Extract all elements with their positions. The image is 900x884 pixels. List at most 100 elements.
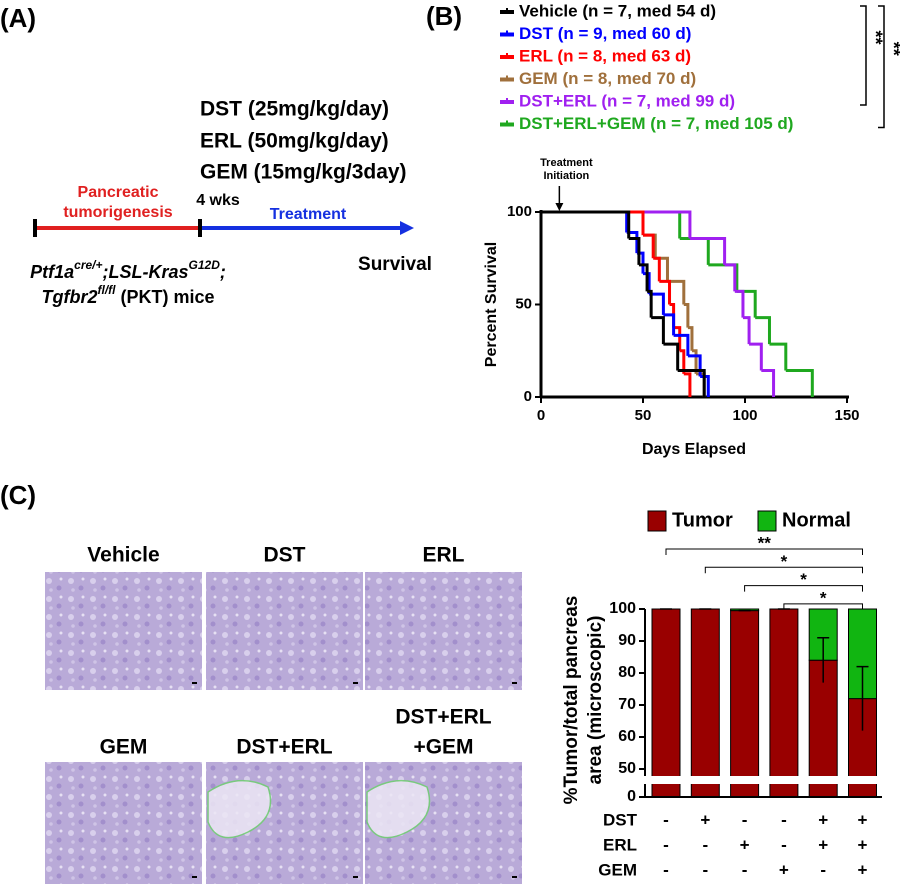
- treatment-mark: +: [818, 835, 828, 854]
- phase-label: Pancreatic: [78, 184, 159, 201]
- survival-step: [659, 279, 672, 305]
- bar-segment: [730, 610, 760, 798]
- survival-step: [687, 326, 694, 351]
- y-axis-title: area (microscopic): [585, 616, 606, 785]
- survival-step: [647, 289, 653, 318]
- significance-label: *: [820, 588, 827, 607]
- survival-step: [691, 349, 698, 374]
- y-tick-label: 100: [609, 600, 636, 617]
- treatment-mark: +: [740, 835, 750, 854]
- bar-segment: [651, 608, 681, 798]
- x-tick-label: 100: [732, 407, 757, 424]
- scale-bar: [353, 876, 358, 878]
- scale-bar: [512, 682, 517, 684]
- treatment-mark: -: [702, 835, 708, 854]
- significance-label: **: [883, 42, 900, 56]
- label-part: Ptf1a: [30, 262, 74, 282]
- scale-bar: [353, 682, 358, 684]
- significance-bracket: [744, 585, 863, 592]
- significance-bracket: [878, 5, 885, 129]
- y-tick-label: 0: [627, 788, 636, 805]
- survival-step: [663, 313, 676, 336]
- dose: GEM (15mg/kg/3day): [200, 161, 407, 184]
- survival-step: [541, 210, 629, 233]
- survival-step: [742, 316, 751, 345]
- legend-label: DST+ERL+GEM (n = 7, med 105 d): [519, 114, 793, 133]
- mouse-label: Ptf1acre/+;LSL-KrasG12D;: [30, 258, 226, 282]
- histology-image: [365, 572, 522, 690]
- bar-segment: [808, 659, 838, 798]
- phase-label: Treatment: [270, 206, 347, 223]
- legend-label: DST+ERL (n = 7, med 99 d): [519, 91, 735, 110]
- treatment-mark: -: [663, 860, 669, 879]
- normal-region: [207, 779, 272, 839]
- survival-step: [541, 210, 692, 239]
- histology-image: [45, 762, 202, 884]
- survival-step: [769, 342, 788, 371]
- survival-step: [638, 263, 649, 292]
- image-label: GEM: [100, 736, 148, 759]
- treatment-mark: -: [742, 860, 748, 879]
- y-tick-label: 50: [618, 760, 636, 777]
- legend-swatch: [647, 510, 667, 532]
- survival-step: [683, 372, 692, 397]
- x-axis-title: Days Elapsed: [642, 441, 746, 458]
- histology-image: [206, 572, 363, 690]
- annotation: Treatment: [540, 157, 593, 169]
- dose: DST (25mg/kg/day): [200, 98, 389, 121]
- treatment-mark: +: [779, 860, 789, 879]
- survival-step: [655, 256, 669, 282]
- significance-label: **: [758, 533, 772, 552]
- label-part: Tgfbr2: [41, 287, 97, 307]
- x-tick-label: 0: [537, 407, 545, 424]
- panel-label: (A): [0, 3, 36, 33]
- annotation-arrow-head: [555, 203, 564, 211]
- significance-bracket: [704, 566, 863, 574]
- error-bar: [856, 665, 869, 731]
- treatment-mark: +: [858, 810, 868, 829]
- image-label: +GEM: [413, 736, 473, 759]
- treatment-label: ERL: [603, 835, 637, 854]
- label-part: ;LSL-Kras: [103, 262, 189, 282]
- survival-step: [708, 263, 739, 292]
- legend-swatch: [757, 510, 777, 532]
- survival-step: [761, 369, 776, 397]
- outcome-label: Survival: [358, 254, 432, 275]
- legend-label: Tumor: [672, 509, 733, 531]
- phase-label: tumorigenesis: [63, 204, 172, 221]
- treatment-mark: -: [820, 860, 826, 879]
- bar-segment: [690, 608, 720, 798]
- survival-step: [679, 236, 710, 265]
- y-tick-label: 70: [618, 696, 636, 713]
- label-part: (PKT) mice: [115, 287, 214, 307]
- treatment-mark: -: [781, 810, 787, 829]
- survival-step: [649, 292, 665, 315]
- x-tick-label: 50: [635, 407, 652, 424]
- scale-bar: [192, 682, 197, 684]
- significance-label: *: [781, 552, 788, 571]
- survival-step: [677, 369, 706, 397]
- survival-step: [734, 289, 745, 318]
- survival-step: [643, 233, 655, 259]
- y-tick-label: 90: [618, 632, 636, 649]
- y-tick-label: 60: [618, 728, 636, 745]
- y-tick-label: 0: [524, 388, 532, 405]
- treatment-mark: -: [742, 810, 748, 829]
- survival-step: [689, 236, 727, 265]
- significance-label: *: [800, 570, 807, 589]
- image-label: ERL: [423, 544, 465, 567]
- y-tick-label: 100: [507, 203, 532, 220]
- survival-step: [736, 289, 757, 318]
- significance-bracket: [665, 548, 863, 555]
- error-bar: [817, 637, 830, 683]
- axis-break: [633, 776, 883, 784]
- survival-step: [724, 263, 737, 292]
- treatment-mark: +: [858, 860, 868, 879]
- label-part: G12D: [189, 258, 221, 272]
- arrow-head: [400, 221, 414, 235]
- panel-label: (C): [0, 480, 36, 510]
- survival-step: [541, 210, 631, 239]
- survival-step: [683, 303, 690, 328]
- treatment-mark: +: [818, 810, 828, 829]
